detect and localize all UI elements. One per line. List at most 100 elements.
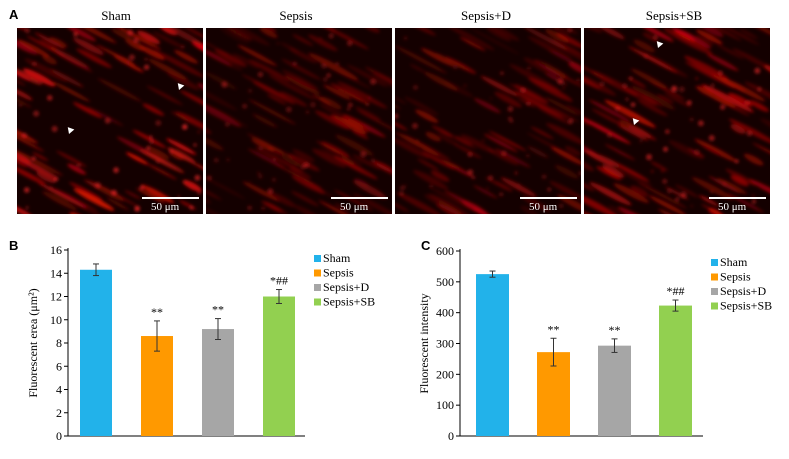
fluorescent-spot [267, 188, 274, 194]
fluorescent-fiber [153, 49, 203, 78]
fluorescent-spot [678, 86, 685, 93]
fluorescent-fiber [17, 151, 28, 168]
fluorescent-spot [542, 174, 547, 179]
fluorescent-spot [486, 187, 489, 190]
fluorescent-spot [181, 45, 185, 49]
fluorescent-fiber [701, 204, 733, 214]
fluorescent-spot [194, 175, 201, 181]
fluorescent-fiber [148, 58, 188, 81]
fluorescent-fiber [460, 134, 495, 154]
fluorescent-fiber [183, 28, 203, 43]
bar [476, 274, 509, 436]
fluorescent-fiber [115, 28, 162, 50]
fluorescent-fiber [461, 200, 488, 214]
fluorescent-spot [429, 184, 433, 188]
fluorescent-fiber [73, 102, 103, 119]
fluorescent-fiber [206, 176, 246, 200]
fluorescent-fiber [706, 28, 742, 41]
fluorescent-spot [144, 58, 148, 61]
fluorescent-fiber [701, 84, 754, 113]
fluorescent-fiber [552, 39, 581, 57]
fluorescent-spot [488, 175, 493, 181]
fluorescent-spot [481, 139, 485, 142]
fluorescent-fiber [558, 28, 578, 35]
fluorescent-spot [508, 116, 513, 121]
fluorescent-fiber [730, 124, 746, 134]
fluorescent-fiber [279, 91, 308, 107]
fluorescent-fiber [314, 110, 350, 130]
fluorescent-spot [247, 88, 253, 93]
scale-label: 50 μm [529, 201, 558, 213]
scale-label: 50 μm [340, 201, 369, 213]
fluorescent-fiber [591, 70, 638, 97]
micrograph-sepsis: 50 μm [206, 28, 392, 214]
fluorescent-spot [452, 64, 458, 70]
fluorescent-fiber [17, 68, 31, 82]
fluorescent-fiber [34, 32, 66, 50]
arrowhead-marker [67, 127, 75, 134]
fluorescent-spot [285, 106, 292, 113]
fluorescent-spot [347, 40, 353, 46]
fluorescent-spot [517, 183, 520, 187]
fluorescent-fiber [657, 94, 674, 104]
fluorescent-fiber [589, 182, 632, 206]
fluorescent-spot [490, 97, 493, 100]
fluorescent-fiber [395, 136, 430, 159]
fluorescent-fiber [334, 189, 374, 211]
fluorescent-spot [365, 102, 369, 106]
fluorescent-spot [562, 86, 565, 90]
y-tick-label: 12 [50, 290, 62, 304]
fluorescent-fiber [17, 147, 63, 176]
micrograph-background [395, 28, 581, 214]
fluorescent-spot [360, 151, 367, 158]
legend-label: Sham [720, 255, 748, 269]
fluorescent-spot [272, 157, 277, 162]
fluorescent-spot [225, 122, 230, 127]
fluorescent-fiber [584, 191, 619, 214]
fluorescent-spot [710, 190, 713, 193]
fluorescent-spot [577, 78, 581, 82]
fluorescent-fiber [663, 28, 713, 55]
fluorescent-spot [50, 186, 53, 189]
fluorescent-spot [370, 158, 376, 163]
fluorescent-spot [675, 197, 679, 201]
fluorescent-fiber [206, 82, 238, 111]
legend-swatch [711, 288, 718, 295]
fluorescent-spot [139, 185, 144, 190]
fluorescent-fiber [259, 28, 278, 39]
fluorescent-fiber [267, 191, 296, 208]
fluorescent-fiber [530, 126, 554, 140]
fluorescent-fiber [67, 163, 87, 175]
fluorescent-fiber [637, 182, 688, 209]
fluorescent-spot [720, 104, 726, 110]
arrowhead-marker [656, 41, 664, 48]
fluorescent-fiber [564, 146, 581, 156]
fluorescent-fiber [716, 44, 744, 60]
fluorescent-fiber [551, 107, 580, 123]
fluorescent-fiber [487, 148, 519, 166]
fluorescent-spot [111, 190, 117, 196]
fluorescent-spot [746, 131, 752, 137]
fluorescent-fiber [268, 74, 316, 100]
fluorescent-spot [467, 169, 474, 175]
fluorescent-fiber [294, 205, 320, 214]
fluorescent-fiber [246, 133, 296, 160]
fluorescent-fiber [420, 48, 455, 67]
fluorescent-spot [156, 160, 160, 163]
fluorescent-fiber [337, 81, 388, 109]
fluorescent-fiber [174, 50, 199, 64]
fluorescent-spot [514, 171, 518, 175]
fluorescent-fiber [206, 199, 229, 214]
fluorescent-fiber [473, 98, 501, 113]
fluorescent-fiber [166, 138, 197, 155]
fluorescent-spot [25, 206, 29, 209]
fluorescent-spot [526, 154, 530, 158]
fluorescent-fiber [695, 29, 723, 45]
fluorescent-fiber [637, 28, 674, 42]
fluorescent-spot [133, 37, 139, 43]
fluorescent-fiber [135, 187, 166, 204]
y-axis-label: Fluorescent intensity [417, 293, 431, 393]
fluorescent-fiber [206, 132, 224, 151]
fluorescent-fiber [752, 142, 770, 165]
fluorescent-spot [214, 157, 219, 163]
